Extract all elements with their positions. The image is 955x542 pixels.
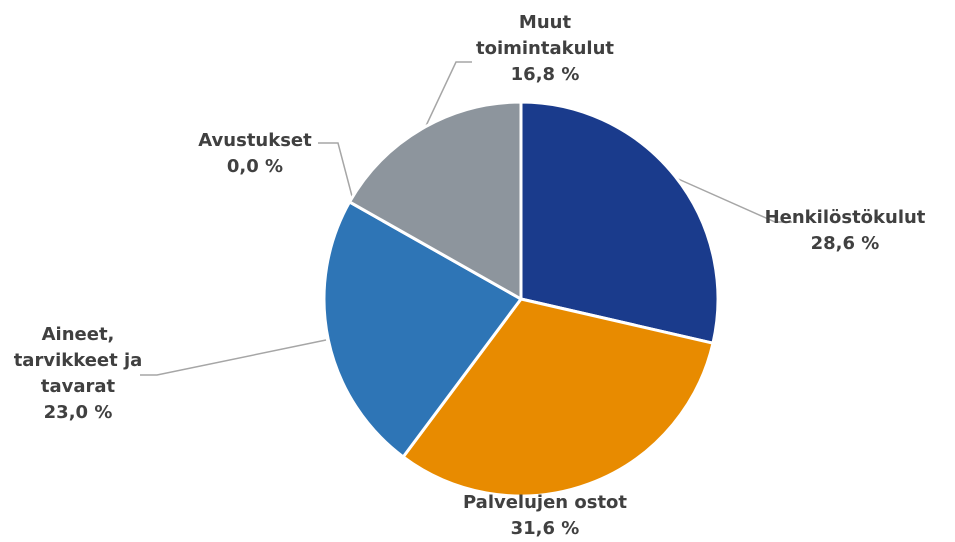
leader-line bbox=[675, 177, 792, 223]
category-label: Avustukset bbox=[198, 130, 312, 151]
pie-slice bbox=[519, 100, 720, 345]
value-label: 31,6 % bbox=[510, 518, 580, 539]
category-label: Aineet, tarvikkeet ja tavarat bbox=[13, 324, 143, 397]
slice-label: Aineet, tarvikkeet ja tavarat 23,0 % bbox=[8, 322, 148, 426]
leader-line bbox=[318, 142, 354, 201]
pie-slice bbox=[348, 100, 523, 301]
value-label: 28,6 % bbox=[810, 233, 880, 254]
category-label: Henkilöstökulut bbox=[764, 207, 926, 228]
slice-label: Palvelujen ostot 31,6 % bbox=[463, 490, 627, 542]
slice-label: Avustukset 0,0 % bbox=[198, 128, 311, 180]
value-label: 16,8 % bbox=[510, 64, 580, 85]
slice-label: Muut toimintakulut 16,8 % bbox=[470, 10, 620, 88]
value-label: 0,0 % bbox=[226, 156, 284, 177]
value-label: 23,0 % bbox=[43, 402, 113, 423]
pie-slice bbox=[322, 200, 523, 459]
category-label: Muut toimintakulut bbox=[475, 12, 614, 59]
pie-slice bbox=[401, 297, 715, 498]
leader-line bbox=[140, 339, 327, 376]
category-label: Palvelujen ostot bbox=[462, 492, 628, 513]
leader-line bbox=[424, 61, 472, 129]
slice-label: Henkilöstökulut 28,6 % bbox=[765, 205, 926, 257]
